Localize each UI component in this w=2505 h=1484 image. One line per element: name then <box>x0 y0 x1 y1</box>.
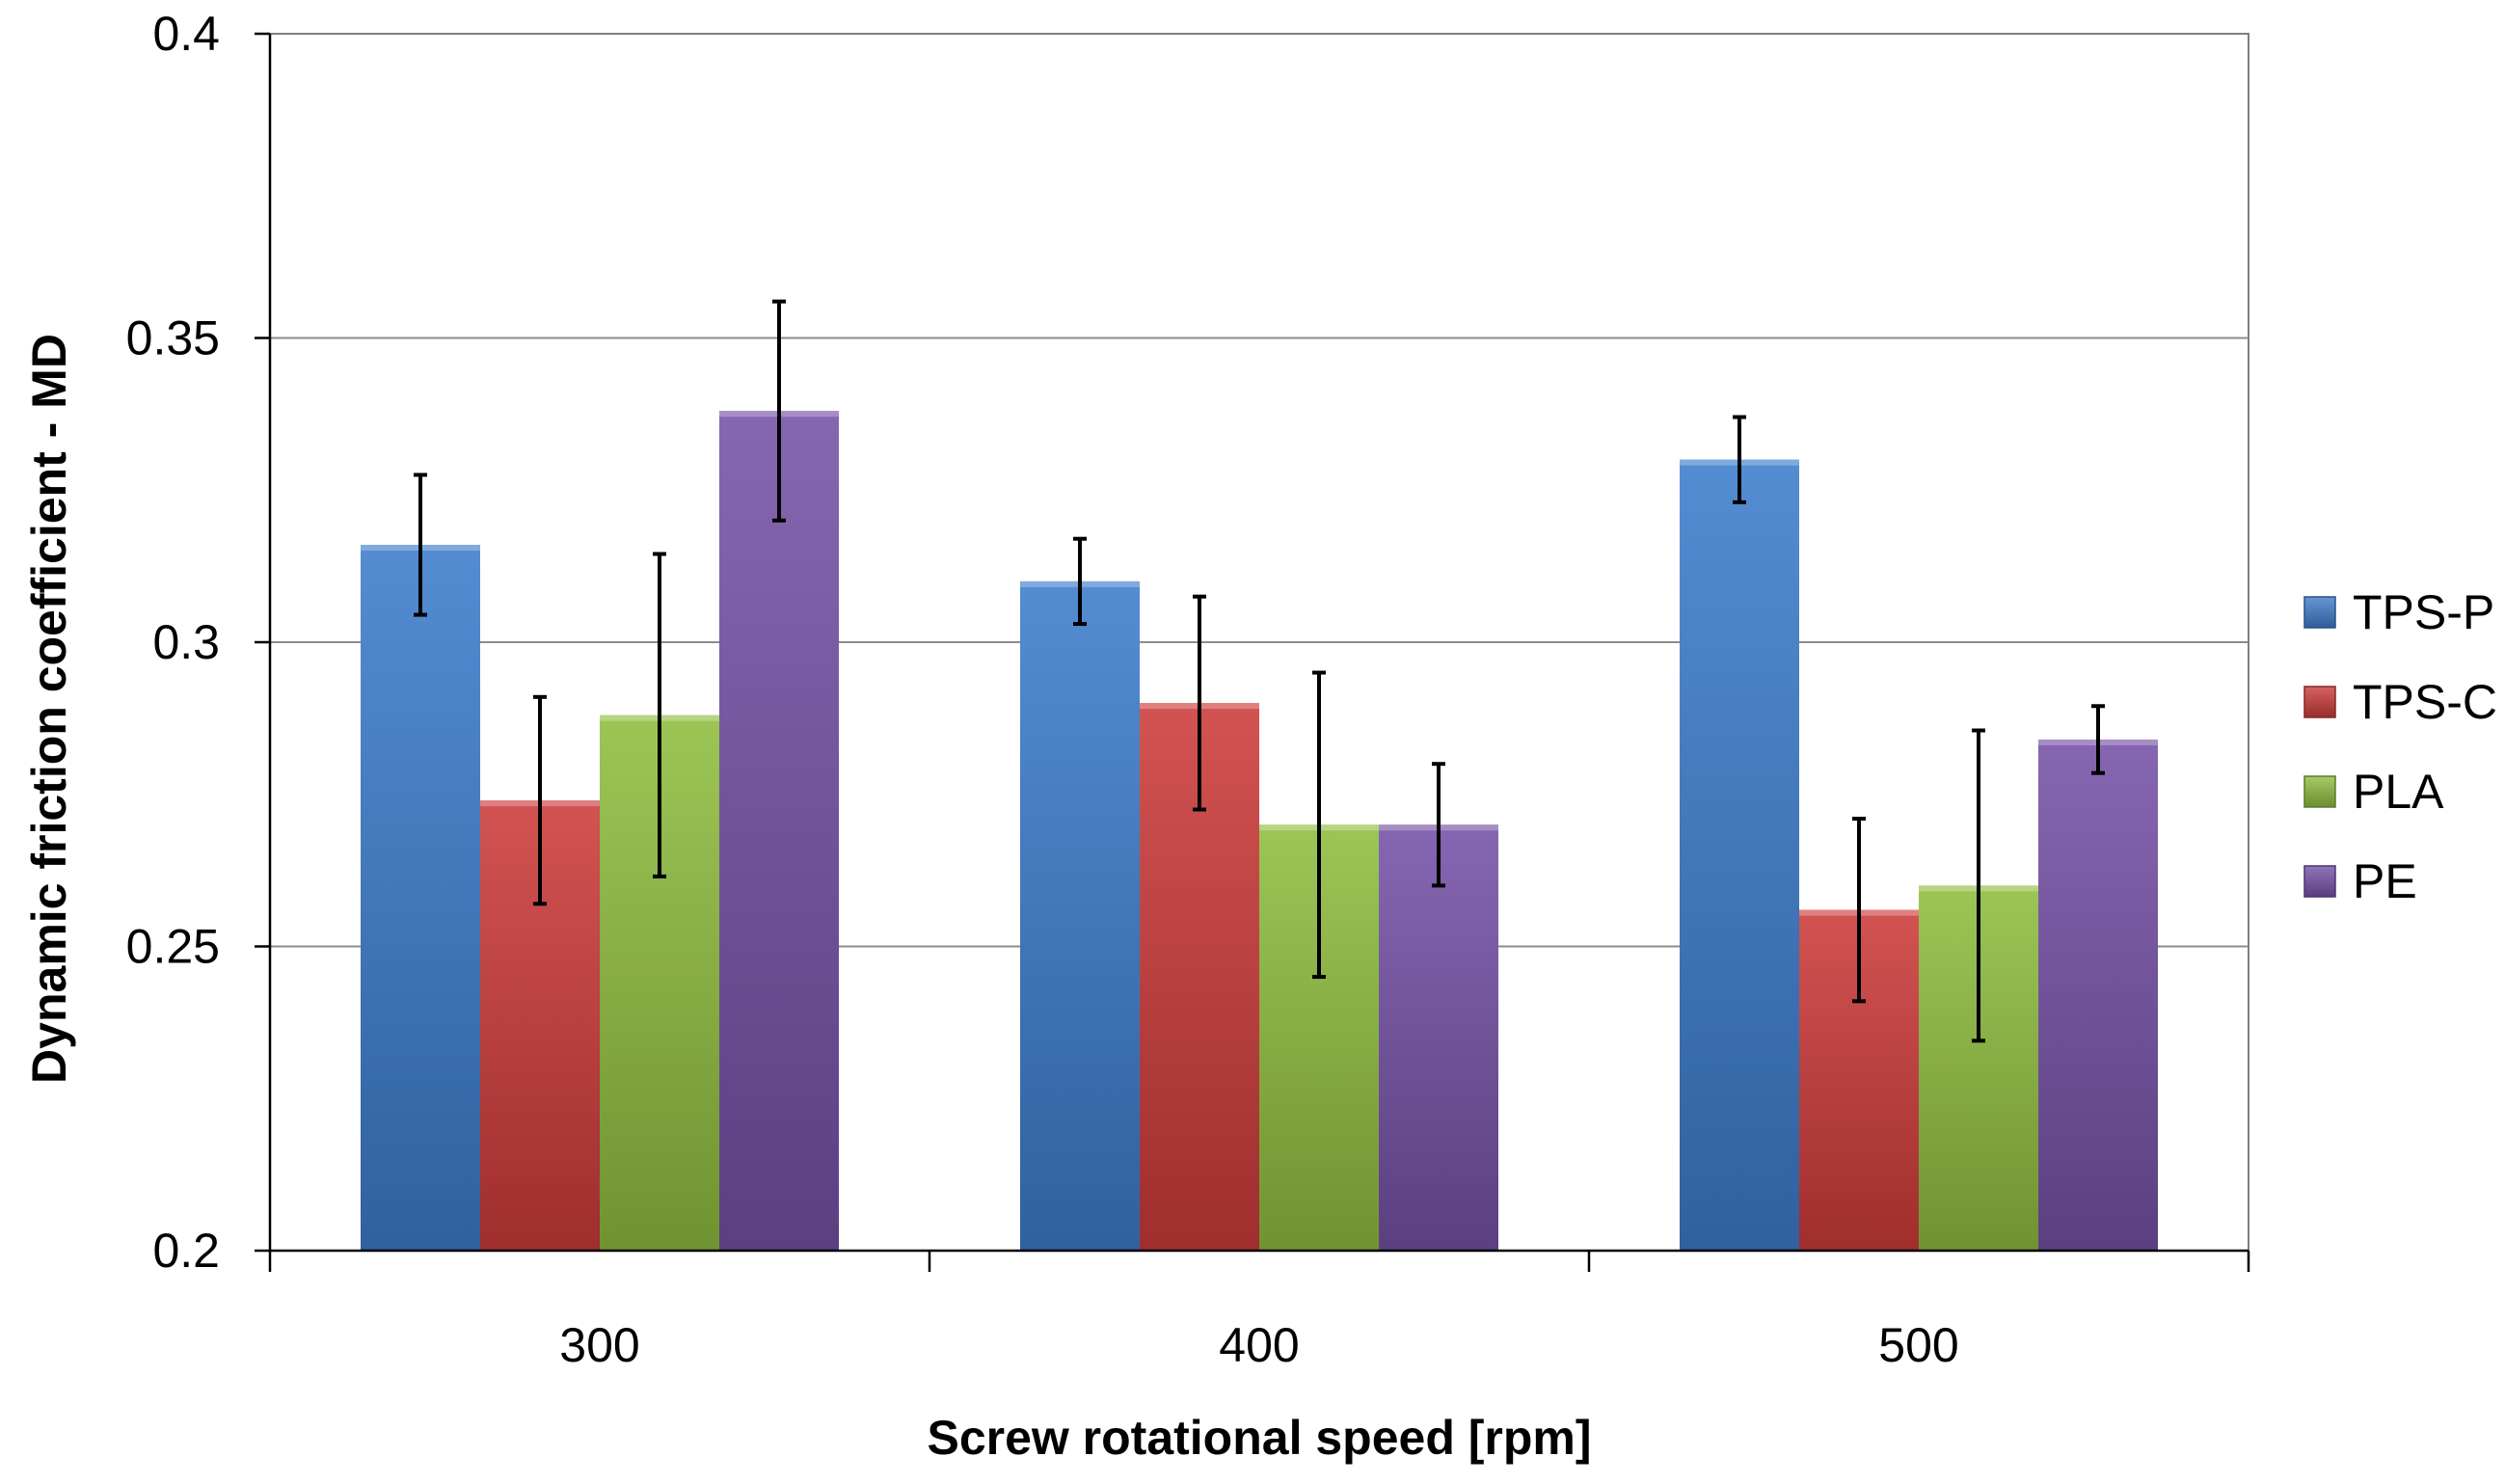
error-bar-pe-500 <box>2091 704 2105 775</box>
error-bar-tps-c-300 <box>533 694 547 906</box>
x-tick-label-500: 500 <box>1878 1318 1958 1372</box>
legend-item-tps-p: TPS-P <box>2303 585 2494 639</box>
x-axis-title: Screw rotational speed [rpm] <box>927 1411 1591 1465</box>
axes: 0.2 0.25 0.3 0.35 0.4 300 400 500 <box>126 7 2250 1372</box>
error-bars <box>414 299 2105 1043</box>
error-bar-pla-400 <box>1312 670 1326 980</box>
x-tick-label-300: 300 <box>559 1318 639 1372</box>
legend-swatch-tps-p <box>2303 596 2336 629</box>
y-tick-label-0.35: 0.35 <box>126 311 220 365</box>
legend-label-pe: PE <box>2353 854 2417 908</box>
error-bar-tps-p-300 <box>414 472 427 617</box>
bars <box>361 411 2158 1252</box>
bar-pe-500 <box>2038 739 2158 1251</box>
error-bar-tps-p-500 <box>1733 415 1746 504</box>
legend-item-tps-c: TPS-C <box>2303 675 2497 729</box>
bar-pe-300 <box>719 411 839 1252</box>
bar-tps-p-400 <box>1020 580 1140 1251</box>
error-bar-tps-c-500 <box>1852 816 1866 1004</box>
x-tick-label-400: 400 <box>1219 1318 1299 1372</box>
bar-pe-400 <box>1379 824 1498 1251</box>
y-tick-label-0.4: 0.4 <box>152 7 220 61</box>
error-bar-pe-300 <box>772 299 786 523</box>
y-tick-label-0.2: 0.2 <box>152 1224 220 1278</box>
error-bar-tps-c-400 <box>1193 594 1206 812</box>
legend-label-tps-c: TPS-C <box>2353 675 2497 729</box>
legend: TPS-P TPS-C PLA PE <box>2303 585 2497 908</box>
y-tick-label-0.25: 0.25 <box>126 920 220 974</box>
bar-tps-p-500 <box>1680 459 1799 1251</box>
legend-swatch-tps-c <box>2303 686 2336 718</box>
legend-swatch-pe <box>2303 865 2336 898</box>
error-bar-pla-500 <box>1972 728 1985 1043</box>
legend-swatch-pla <box>2303 775 2336 808</box>
y-tick-label-0.3: 0.3 <box>152 615 220 669</box>
error-bar-pe-400 <box>1432 762 1445 888</box>
legend-label-pla: PLA <box>2353 765 2444 819</box>
bar-tps-p-300 <box>361 545 480 1251</box>
error-bar-tps-p-400 <box>1073 536 1087 627</box>
legend-item-pe: PE <box>2303 854 2417 908</box>
legend-item-pla: PLA <box>2303 765 2444 819</box>
legend-label-tps-p: TPS-P <box>2353 585 2494 639</box>
error-bar-pla-300 <box>653 552 666 878</box>
y-axis-title: Dynamic friction coefficient - MD <box>22 334 76 1084</box>
